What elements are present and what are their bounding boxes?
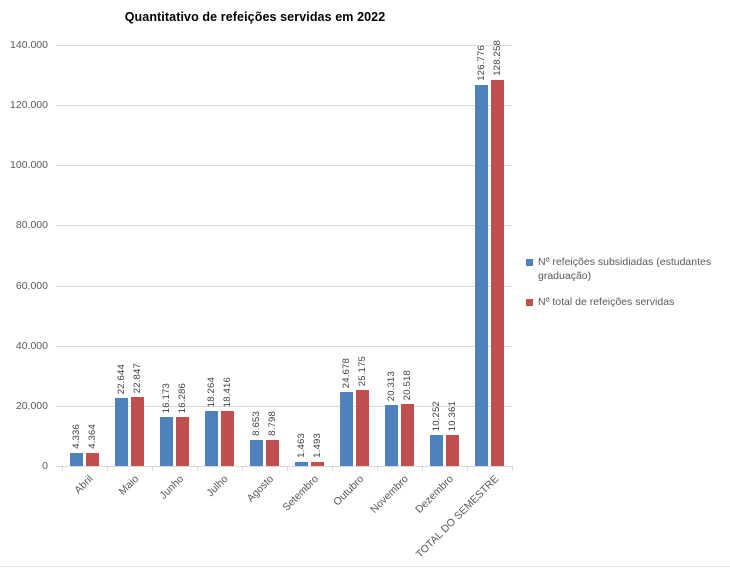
y-axis-tick-label: 100.000	[10, 159, 48, 171]
legend-label-total: Nº total de refeições servidas	[538, 295, 675, 308]
bar-subsidized	[115, 398, 128, 466]
gridline	[56, 105, 512, 106]
x-axis-tick	[197, 466, 198, 471]
bar-subsidized	[205, 411, 218, 466]
bar-value-label: 10.361	[447, 400, 458, 431]
y-axis-tick-label: 60.000	[15, 280, 48, 292]
y-axis-tick-label: 40.000	[15, 340, 48, 352]
bar-value-label: 128.258	[492, 40, 503, 76]
x-axis-tick	[467, 466, 468, 471]
x-axis-tick	[107, 466, 108, 471]
bar-value-label: 20.518	[402, 369, 413, 400]
legend: Nº refeições subsidiadas (estudantes gra…	[526, 256, 728, 310]
x-axis-tick	[242, 466, 243, 471]
bar-total	[86, 453, 99, 466]
legend-label-subsidized: Nº refeições subsidiadas (estudantes gra…	[538, 256, 712, 282]
bar-subsidized	[430, 435, 443, 466]
bar-subsidized	[250, 440, 263, 466]
bar-value-label: 1.493	[312, 433, 323, 458]
bar-value-label: 8.653	[251, 411, 262, 436]
gridline	[56, 45, 512, 46]
x-axis-category-label: Setembro	[280, 473, 321, 514]
y-axis-tick-label: 140.000	[10, 39, 48, 51]
bar-total	[401, 404, 414, 466]
bar-subsidized	[295, 462, 308, 466]
bar-subsidized	[475, 85, 488, 466]
x-axis-category-label: TOTAL DO SEMESTRE	[413, 473, 501, 561]
bar-total	[491, 80, 504, 466]
legend-item-subsidized: Nº refeições subsidiadas (estudantes gra…	[526, 256, 728, 284]
bar-value-label: 18.264	[206, 376, 217, 407]
x-axis-tick	[422, 466, 423, 471]
gridline	[56, 225, 512, 226]
bar-subsidized	[385, 405, 398, 466]
bar-total	[356, 390, 369, 466]
x-axis-category-label: Maio	[116, 473, 141, 498]
bar-value-label: 4.336	[71, 424, 82, 449]
x-axis-tick	[287, 466, 288, 471]
bar-value-label: 16.286	[177, 382, 188, 413]
legend-swatch-red	[526, 298, 533, 306]
x-axis-tick	[377, 466, 378, 471]
gridline	[56, 346, 512, 347]
x-axis-tick	[152, 466, 153, 471]
bar-value-label: 8.798	[267, 411, 278, 436]
bar-total	[311, 462, 324, 466]
bar-value-label: 24.678	[341, 357, 352, 388]
gridline	[56, 466, 512, 467]
bar-value-label: 1.463	[296, 433, 307, 458]
window-bottom-edge	[0, 566, 730, 567]
y-axis-tick-label: 80.000	[15, 219, 48, 231]
x-axis-category-label: Novembro	[368, 473, 411, 516]
bar-value-label: 4.364	[87, 424, 98, 449]
bar-total	[446, 435, 459, 466]
x-axis-category-label: Agosto	[244, 473, 276, 505]
legend-item-total: Nº total de refeições servidas	[526, 296, 728, 310]
bar-value-label: 20.313	[386, 370, 397, 401]
bar-value-label: 25.175	[357, 355, 368, 386]
bar-value-label: 22.644	[116, 363, 127, 394]
x-axis-category-label: Dezembro	[413, 473, 456, 516]
bar-total	[131, 397, 144, 466]
x-axis-category-label: Junho	[157, 473, 186, 502]
bar-subsidized	[70, 453, 83, 466]
gridline	[56, 165, 512, 166]
x-axis-tick	[512, 466, 513, 471]
bar-value-label: 10.252	[431, 400, 442, 431]
bar-value-label: 16.173	[161, 382, 172, 413]
bar-subsidized	[340, 392, 353, 466]
gridline	[56, 406, 512, 407]
bar-value-label: 126.776	[476, 45, 487, 81]
y-axis-tick-label: 120.000	[10, 99, 48, 111]
x-axis-tick	[332, 466, 333, 471]
gridline	[56, 286, 512, 287]
y-axis-tick-label: 0	[42, 460, 48, 472]
x-axis-category-label: Abril	[72, 473, 96, 497]
legend-swatch-blue	[526, 259, 533, 266]
y-axis-tick-label: 20.000	[15, 400, 48, 412]
bar-value-label: 18.416	[222, 376, 233, 407]
bar-total	[221, 411, 234, 466]
bar-total	[176, 417, 189, 466]
x-axis-category-label: Outubro	[330, 473, 366, 509]
chart-title: Quantitativo de refeições servidas em 20…	[124, 10, 386, 24]
x-axis-tick	[62, 466, 63, 471]
bar-value-label: 22.847	[132, 362, 143, 393]
x-axis-category-label: Julho	[204, 473, 231, 500]
bar-total	[266, 440, 279, 466]
bar-subsidized	[160, 417, 173, 466]
